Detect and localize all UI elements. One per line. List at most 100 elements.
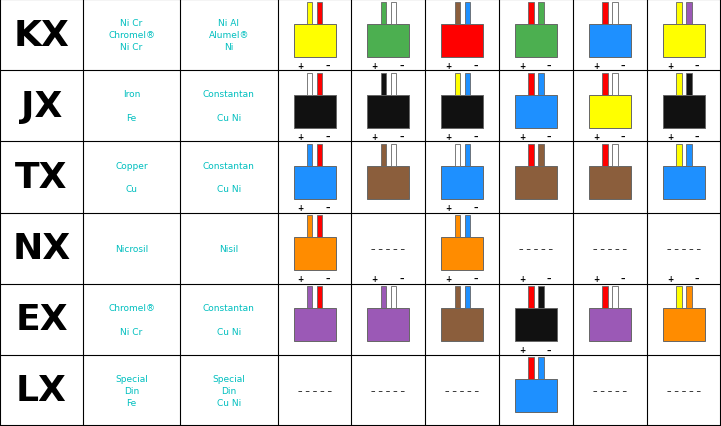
Bar (391, 74, 396, 95)
Bar (381, 3, 386, 25)
Bar (686, 74, 691, 95)
Text: JX: JX (21, 89, 62, 124)
Bar (603, 74, 608, 95)
Bar (589, 167, 631, 199)
Bar (686, 287, 691, 308)
Bar (589, 95, 631, 129)
Bar (603, 144, 608, 167)
Bar (317, 287, 322, 308)
Text: –: – (547, 345, 552, 354)
Text: – – – – –: – – – – – (519, 244, 553, 253)
Bar (381, 74, 386, 95)
Bar (686, 144, 691, 167)
Bar (589, 308, 631, 342)
Text: –: – (399, 132, 404, 141)
Bar (441, 308, 483, 342)
Text: – – – – –: – – – – – (667, 386, 701, 395)
Bar (441, 167, 483, 199)
Text: – – – – –: – – – – – (446, 386, 479, 395)
Bar (381, 287, 386, 308)
Text: KX: KX (14, 19, 69, 52)
Bar (455, 74, 460, 95)
Text: +: + (298, 62, 304, 71)
Text: +: + (298, 204, 304, 213)
Bar (516, 380, 557, 412)
Bar (612, 287, 618, 308)
Text: +: + (593, 62, 599, 71)
Bar (676, 74, 682, 95)
Text: Constantan

Cu Ni: Constantan Cu Ni (203, 303, 255, 336)
Bar (528, 144, 534, 167)
Bar (293, 95, 335, 129)
Bar (391, 144, 396, 167)
Text: +: + (298, 275, 304, 284)
Text: –: – (473, 275, 477, 284)
Bar (391, 3, 396, 25)
Text: +: + (446, 132, 451, 141)
Text: +: + (593, 132, 599, 141)
Text: +: + (519, 62, 526, 71)
Text: – – – – –: – – – – – (298, 386, 332, 395)
Bar (368, 167, 410, 199)
Text: –: – (473, 204, 477, 213)
Text: –: – (547, 275, 552, 284)
Bar (307, 3, 312, 25)
Text: –: – (621, 275, 625, 284)
Text: EX: EX (15, 302, 68, 337)
Bar (539, 357, 544, 380)
Text: –: – (325, 62, 329, 71)
Bar (293, 25, 335, 58)
Text: –: – (621, 62, 625, 71)
Bar (516, 167, 557, 199)
Text: +: + (371, 62, 378, 71)
Text: – – – – –: – – – – – (593, 244, 627, 253)
Text: Ni Cr
Chromel®
Ni Cr: Ni Cr Chromel® Ni Cr (108, 19, 155, 52)
Text: +: + (519, 132, 526, 141)
Text: –: – (695, 62, 699, 71)
Text: –: – (695, 132, 699, 141)
Bar (676, 3, 682, 25)
Text: +: + (298, 132, 304, 141)
Text: +: + (667, 62, 673, 71)
Bar (441, 238, 483, 271)
Bar (589, 25, 631, 58)
Text: TX: TX (15, 161, 68, 194)
Bar (676, 287, 682, 308)
Text: – – – – –: – – – – – (371, 386, 405, 395)
Bar (612, 74, 618, 95)
Text: –: – (325, 275, 329, 284)
Bar (455, 216, 460, 238)
Text: – – – – –: – – – – – (667, 244, 701, 253)
Text: +: + (593, 275, 599, 284)
Text: Constantan

Cu Ni: Constantan Cu Ni (203, 161, 255, 194)
Text: +: + (371, 132, 378, 141)
Bar (464, 144, 470, 167)
Text: +: + (667, 275, 673, 284)
Bar (676, 144, 682, 167)
Bar (464, 216, 470, 238)
Bar (528, 74, 534, 95)
Bar (455, 287, 460, 308)
Text: –: – (621, 132, 625, 141)
Text: –: – (695, 275, 699, 284)
Bar (603, 3, 608, 25)
Bar (307, 287, 312, 308)
Bar (539, 287, 544, 308)
Text: –: – (325, 132, 329, 141)
Text: –: – (547, 62, 552, 71)
Text: –: – (399, 62, 404, 71)
Text: LX: LX (16, 374, 67, 407)
Bar (307, 144, 312, 167)
Text: +: + (371, 275, 378, 284)
Bar (516, 308, 557, 342)
Text: Iron

Fe: Iron Fe (123, 90, 141, 123)
Bar (539, 3, 544, 25)
Bar (307, 74, 312, 95)
Bar (539, 144, 544, 167)
Bar (441, 95, 483, 129)
Text: NX: NX (12, 232, 71, 265)
Bar (317, 144, 322, 167)
Text: – – – – –: – – – – – (371, 244, 405, 253)
Bar (539, 74, 544, 95)
Bar (381, 144, 386, 167)
